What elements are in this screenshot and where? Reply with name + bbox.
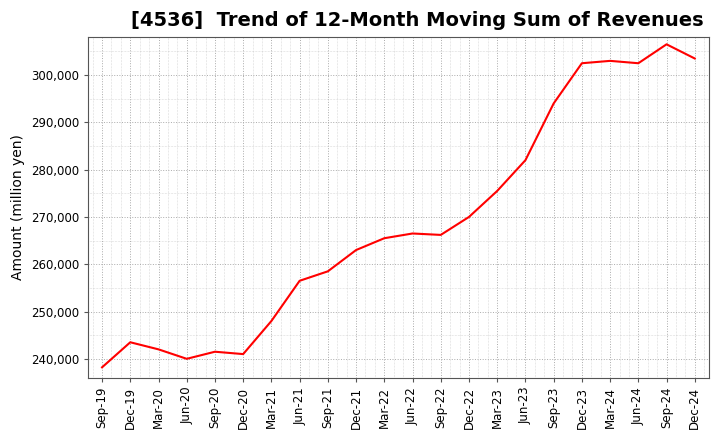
Y-axis label: Amount (million yen): Amount (million yen): [11, 135, 25, 280]
Text: [4536]  Trend of 12-Month Moving Sum of Revenues: [4536] Trend of 12-Month Moving Sum of R…: [132, 11, 704, 30]
